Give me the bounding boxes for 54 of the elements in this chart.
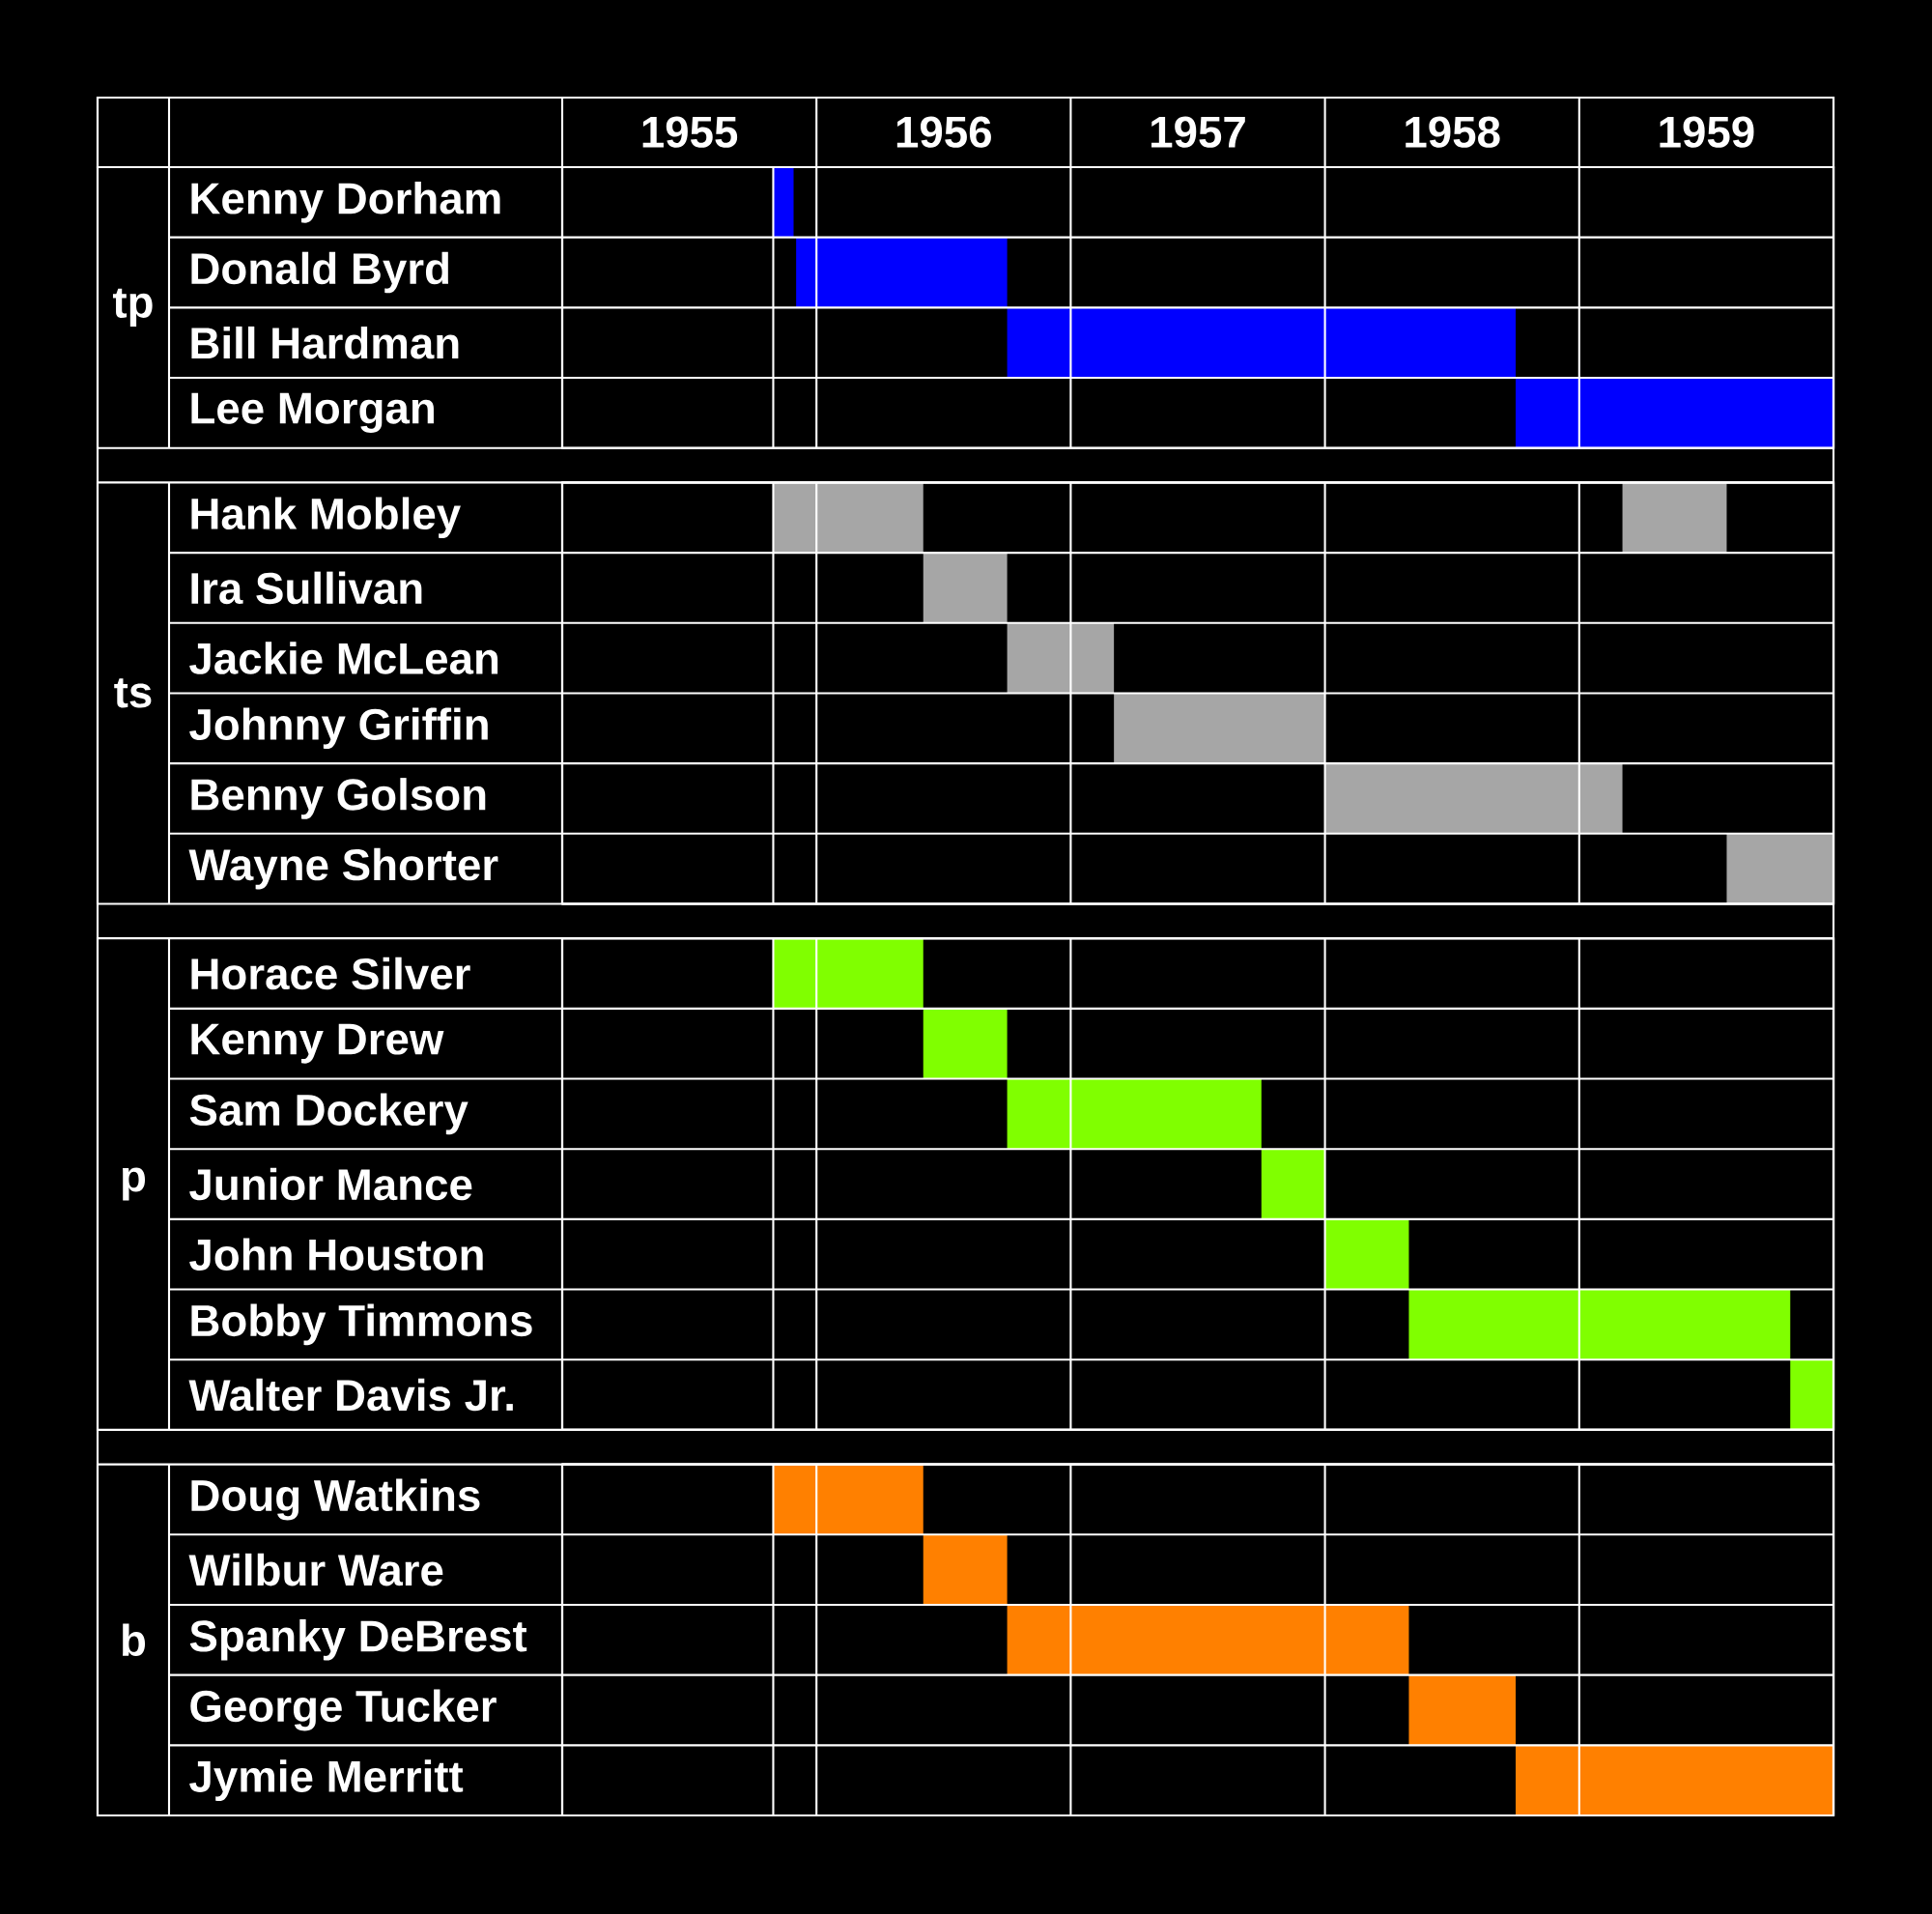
bar bbox=[773, 938, 923, 1009]
y-tick-label: Horace Silver bbox=[191, 957, 470, 990]
y-tick-label: Ira Sullivan bbox=[191, 571, 422, 605]
y-tick-label: Junior Mance bbox=[189, 1167, 472, 1201]
bar bbox=[923, 1008, 1008, 1079]
y-axis-title: b bbox=[123, 1623, 146, 1657]
x-tick-label: 1955 bbox=[642, 116, 738, 148]
bar bbox=[1261, 1149, 1325, 1219]
y-axis-title: tp bbox=[112, 288, 153, 327]
y-tick-label: Walter Davis Jr. bbox=[188, 1378, 513, 1412]
bar bbox=[773, 1464, 923, 1535]
y-tick-label: Doug Watkins bbox=[191, 1478, 480, 1521]
y-tick-label: Hank Mobley bbox=[191, 497, 461, 539]
bar bbox=[773, 482, 923, 554]
bar bbox=[1516, 378, 1834, 448]
x-tick-label: 1959 bbox=[1660, 116, 1754, 148]
bar bbox=[1007, 307, 1516, 379]
y-tick-label: Kenny Dorham bbox=[191, 182, 500, 223]
y-tick-label: John Houston bbox=[189, 1238, 483, 1271]
y-tick-label: Bobby Timmons bbox=[191, 1303, 532, 1346]
bar bbox=[1622, 482, 1727, 554]
bar bbox=[1516, 1745, 1834, 1816]
bar bbox=[1790, 1359, 1834, 1430]
bar bbox=[773, 167, 794, 238]
y-tick-label: Benny Golson bbox=[191, 778, 486, 819]
y-tick-label: Jymie Merritt bbox=[189, 1759, 464, 1801]
bar bbox=[1408, 1674, 1516, 1746]
y-tick-label: Wayne Shorter bbox=[188, 847, 498, 890]
bar bbox=[796, 237, 1008, 308]
bar bbox=[923, 1534, 1008, 1605]
y-tick-label: Sam Dockery bbox=[189, 1093, 469, 1135]
y-tick-label: Lee Morgan bbox=[191, 392, 434, 433]
y-tick-label: Kenny Drew bbox=[191, 1023, 444, 1064]
bar bbox=[1324, 763, 1623, 834]
bar bbox=[1726, 833, 1834, 904]
bar bbox=[1007, 1604, 1409, 1675]
x-tick-label: 1958 bbox=[1406, 116, 1500, 148]
y-tick-label: George Tucker bbox=[190, 1689, 497, 1731]
y-tick-label: Wilbur Ware bbox=[188, 1553, 443, 1586]
x-tick-label: 1956 bbox=[896, 116, 991, 148]
bar bbox=[1114, 693, 1325, 764]
bar bbox=[1007, 622, 1115, 694]
y-tick-label: Spanky DeBrest bbox=[189, 1619, 527, 1661]
y-axis-title: p bbox=[123, 1167, 146, 1201]
y-tick-label: Donald Byrd bbox=[191, 251, 448, 294]
bar bbox=[1007, 1078, 1262, 1150]
bar bbox=[1408, 1289, 1791, 1360]
bar bbox=[923, 553, 1008, 623]
y-tick-label: Johnny Griffin bbox=[189, 707, 488, 750]
bar bbox=[1324, 1218, 1409, 1290]
y-axis-title: ts bbox=[114, 678, 152, 708]
y-tick-label: Bill Hardman bbox=[191, 326, 459, 359]
x-tick-label: 1957 bbox=[1151, 116, 1245, 148]
y-tick-label: Jackie McLean bbox=[189, 642, 498, 674]
